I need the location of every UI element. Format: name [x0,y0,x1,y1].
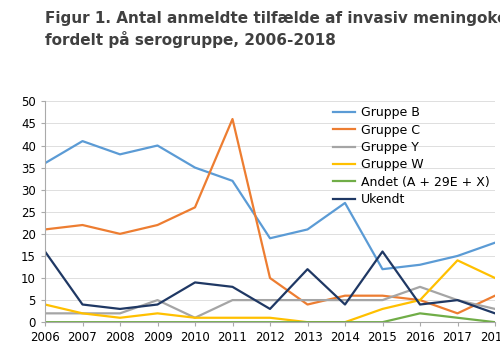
Gruppe Y [80,311,86,316]
Gruppe W [380,307,386,311]
Ukendt [342,302,348,307]
Ukendt [117,307,123,311]
Gruppe B [154,143,160,148]
Gruppe W [267,316,273,320]
Gruppe W [342,320,348,324]
Legend: Gruppe B, Gruppe C, Gruppe Y, Gruppe W, Andet (A + 29E + X), Ukendt: Gruppe B, Gruppe C, Gruppe Y, Gruppe W, … [330,104,492,209]
Gruppe B [492,240,498,245]
Gruppe W [417,298,423,302]
Andet (A + 29E + X) [192,320,198,324]
Ukendt [192,280,198,285]
Gruppe C [342,294,348,298]
Gruppe Y [417,285,423,289]
Gruppe W [230,316,235,320]
Gruppe Y [192,316,198,320]
Andet (A + 29E + X) [42,320,48,324]
Ukendt [154,302,160,307]
Text: Figur 1. Antal anmeldte tilfælde af invasiv meningokoksygdom
fordelt på serogrup: Figur 1. Antal anmeldte tilfælde af inva… [45,11,500,49]
Gruppe C [417,298,423,302]
Gruppe C [380,294,386,298]
Gruppe C [230,117,235,121]
Gruppe W [42,302,48,307]
Andet (A + 29E + X) [380,320,386,324]
Ukendt [380,249,386,254]
Gruppe C [192,205,198,210]
Line: Gruppe B: Gruppe B [45,141,495,269]
Gruppe C [492,294,498,298]
Gruppe B [80,139,86,143]
Gruppe C [304,302,310,307]
Ukendt [454,298,460,302]
Line: Andet (A + 29E + X): Andet (A + 29E + X) [45,313,495,322]
Andet (A + 29E + X) [417,311,423,316]
Gruppe C [80,223,86,227]
Gruppe W [80,311,86,316]
Ukendt [42,249,48,254]
Gruppe Y [42,311,48,316]
Gruppe C [267,276,273,280]
Ukendt [417,302,423,307]
Gruppe W [454,258,460,262]
Gruppe Y [454,298,460,302]
Gruppe Y [267,298,273,302]
Gruppe C [454,311,460,316]
Andet (A + 29E + X) [342,320,348,324]
Line: Gruppe C: Gruppe C [45,119,495,313]
Gruppe B [117,152,123,156]
Gruppe Y [230,298,235,302]
Gruppe Y [492,307,498,311]
Gruppe B [417,262,423,267]
Andet (A + 29E + X) [492,320,498,324]
Gruppe Y [380,298,386,302]
Gruppe B [342,201,348,205]
Line: Gruppe Y: Gruppe Y [45,287,495,318]
Andet (A + 29E + X) [267,320,273,324]
Andet (A + 29E + X) [80,320,86,324]
Gruppe C [154,223,160,227]
Andet (A + 29E + X) [304,320,310,324]
Gruppe W [492,276,498,280]
Gruppe Y [304,298,310,302]
Gruppe B [192,165,198,170]
Ukendt [304,267,310,272]
Gruppe B [230,179,235,183]
Andet (A + 29E + X) [454,316,460,320]
Gruppe Y [342,298,348,302]
Gruppe B [304,227,310,232]
Ukendt [492,311,498,316]
Gruppe C [42,227,48,232]
Line: Gruppe W: Gruppe W [45,260,495,322]
Andet (A + 29E + X) [230,320,235,324]
Andet (A + 29E + X) [154,320,160,324]
Gruppe B [42,161,48,165]
Andet (A + 29E + X) [117,320,123,324]
Gruppe B [267,236,273,240]
Ukendt [230,285,235,289]
Gruppe Y [154,298,160,302]
Gruppe B [454,254,460,258]
Gruppe W [304,320,310,324]
Gruppe C [117,232,123,236]
Gruppe Y [117,311,123,316]
Gruppe W [192,316,198,320]
Gruppe W [117,316,123,320]
Ukendt [267,307,273,311]
Gruppe B [380,267,386,272]
Ukendt [80,302,86,307]
Gruppe W [154,311,160,316]
Line: Ukendt: Ukendt [45,252,495,313]
